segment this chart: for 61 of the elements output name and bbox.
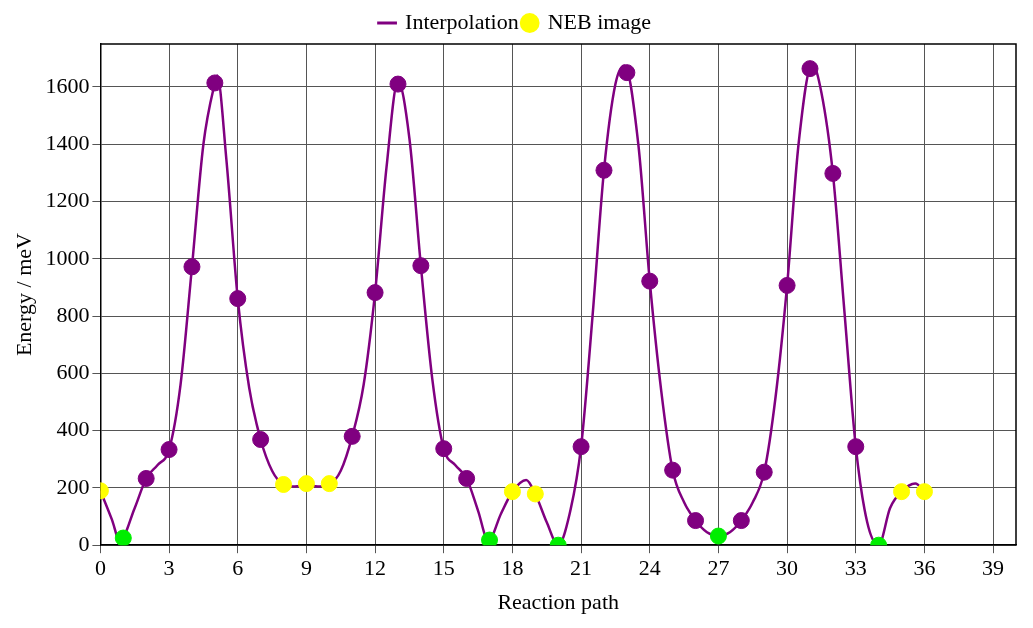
point	[275, 475, 293, 493]
x-tick-label: 39	[982, 555, 1005, 581]
point	[343, 427, 361, 445]
y-tick-label: 0	[78, 530, 90, 556]
point	[503, 483, 521, 501]
point	[847, 438, 865, 456]
x-tick-label: 27	[707, 555, 730, 581]
point	[412, 257, 430, 275]
legend-label: Interpolation	[405, 8, 519, 34]
x-tick-label: 15	[432, 555, 455, 581]
point	[595, 161, 613, 179]
x-tick-label: 21	[570, 555, 593, 581]
point	[229, 290, 247, 308]
x-tick-label: 33	[844, 555, 867, 581]
y-tick-label: 200	[56, 473, 90, 499]
y-tick-label: 1200	[45, 187, 90, 213]
y-tick-label: 1000	[45, 244, 90, 270]
point	[687, 512, 705, 530]
x-tick-label: 30	[776, 555, 799, 581]
point	[160, 441, 178, 459]
point	[137, 469, 155, 487]
point	[824, 164, 842, 182]
point	[801, 60, 819, 78]
y-tick-label: 400	[56, 416, 90, 442]
point	[572, 438, 590, 456]
point	[389, 75, 407, 93]
point	[183, 258, 201, 276]
point	[893, 483, 911, 501]
x-tick-label: 36	[913, 555, 936, 581]
legend-label: NEB image	[547, 8, 651, 34]
point	[252, 431, 270, 449]
y-tick-label: 1600	[45, 72, 90, 98]
x-tick-label: 18	[501, 555, 524, 581]
point	[206, 74, 224, 92]
x-tick-label: 0	[94, 555, 106, 581]
point	[481, 531, 499, 546]
point	[458, 469, 476, 487]
point	[526, 485, 544, 503]
point	[297, 475, 315, 493]
point	[641, 272, 659, 290]
x-tick-label: 6	[232, 555, 244, 581]
y-tick-label: 800	[56, 301, 90, 327]
y-tick-label: 1400	[45, 130, 90, 156]
point	[618, 64, 636, 82]
point	[366, 284, 384, 302]
x-tick-label: 12	[364, 555, 387, 581]
point	[755, 463, 773, 481]
x-axis-title: Reaction path	[497, 588, 619, 614]
point	[778, 276, 796, 294]
point	[915, 483, 933, 501]
x-tick-label: 3	[163, 555, 175, 581]
x-tick-label: 24	[638, 555, 661, 581]
point	[435, 440, 453, 458]
x-tick-label: 9	[300, 555, 312, 581]
point	[664, 461, 682, 479]
point	[320, 475, 338, 493]
point	[709, 527, 727, 545]
y-tick-label: 600	[56, 359, 90, 385]
point	[114, 529, 132, 546]
y-axis-title: Energy / meV	[10, 232, 36, 357]
point	[732, 512, 750, 530]
